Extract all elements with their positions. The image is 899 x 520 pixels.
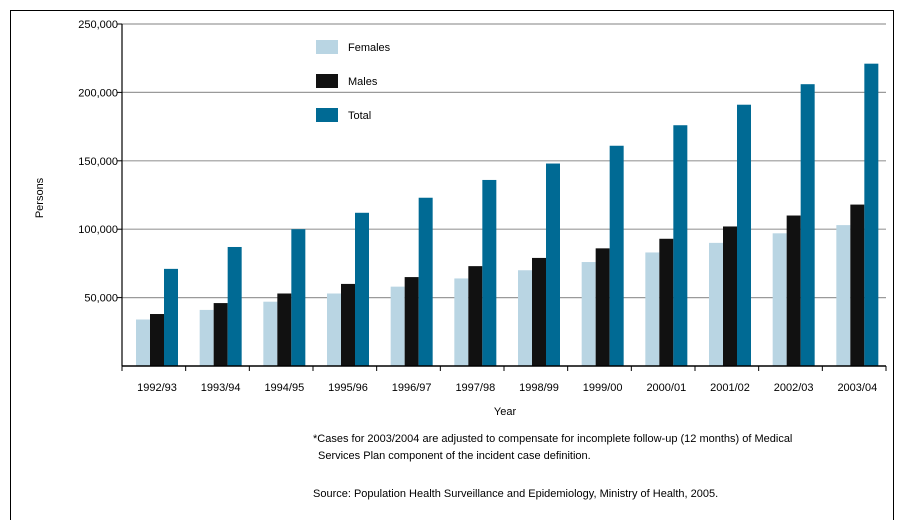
bar-females-1993-94 [199, 309, 214, 366]
x-axis-title: Year [494, 406, 517, 418]
bar-total-2002-03 [800, 84, 815, 366]
x-tick-label: 1999/00 [583, 382, 623, 394]
bar-females-2001-02 [709, 242, 723, 366]
chart-frame [10, 10, 894, 520]
legend-label-total: Total [348, 110, 371, 122]
bar-total-2000-01 [673, 125, 688, 367]
x-tick-label: 1994/95 [264, 382, 304, 394]
source-note: Source: Population Health Surveillance a… [313, 488, 719, 500]
bar-total-1997-98 [482, 179, 497, 366]
x-tick-label: 1993/94 [201, 382, 241, 394]
bar-males-2003-04 [850, 204, 865, 366]
x-tick-label: 1992/93 [137, 382, 177, 394]
bar-males-1996-97 [404, 277, 419, 366]
bar-males-1998-99 [532, 257, 546, 366]
tick-labels: 50,000 100,000 150,000 200,000 250,000 1992/9… [78, 19, 877, 394]
x-tick-label: 2002/03 [774, 382, 814, 394]
bar-females-1999-00 [581, 262, 596, 366]
bar-females-1998-99 [518, 270, 532, 366]
bars [136, 63, 879, 367]
x-tick-label: 1996/97 [392, 382, 432, 394]
bar-females-1992-93 [136, 319, 150, 366]
bar-total-1996-97 [418, 197, 433, 366]
bar-males-2002-03 [786, 215, 801, 366]
footnote-line-1: *Cases for 2003/2004 are adjusted to com… [313, 433, 793, 445]
legend-label-males: Males [348, 76, 378, 88]
legend-label-females: Females [348, 42, 391, 54]
x-tick-label: 2001/02 [710, 382, 750, 394]
bar-total-1994-95 [291, 229, 306, 366]
bar-males-2001-02 [723, 226, 737, 366]
legend: Females Males Total [316, 40, 391, 122]
legend-swatch-total [316, 108, 338, 122]
legend-swatch-males [316, 74, 338, 88]
x-tick-label: 1995/96 [328, 382, 368, 394]
y-tick-label: 200,000 [78, 87, 118, 99]
bar-chart: 50,000 100,000 150,000 200,000 250,000 1992/9… [34, 19, 887, 418]
bar-males-1997-98 [468, 266, 483, 366]
bar-total-2003-04 [864, 63, 879, 367]
footnote-line-2: Services Plan component of the incident … [318, 450, 591, 462]
bar-total-1993-94 [227, 246, 242, 366]
bar-total-1999-00 [609, 145, 624, 366]
bar-females-2000-01 [645, 252, 660, 366]
axes [117, 23, 887, 371]
bar-females-1995-96 [327, 293, 341, 366]
bar-males-2000-01 [659, 238, 674, 366]
x-tick-label: 2000/01 [646, 382, 686, 394]
x-tick-label: 2003/04 [837, 382, 877, 394]
bar-females-1997-98 [454, 278, 469, 366]
bar-males-1993-94 [213, 303, 228, 366]
bar-total-1998-99 [546, 163, 560, 366]
bar-total-2001-02 [737, 104, 751, 366]
bar-total-1995-96 [355, 212, 369, 366]
gridlines [122, 23, 886, 299]
y-tick-label: 100,000 [78, 224, 118, 236]
y-axis-title: Persons [34, 177, 46, 218]
legend-swatch-females [316, 40, 338, 54]
bar-males-1992-93 [150, 314, 164, 366]
bar-males-1995-96 [341, 283, 355, 366]
y-tick-label: 50,000 [84, 293, 118, 305]
y-tick-label: 250,000 [78, 19, 118, 31]
bar-females-2003-04 [836, 225, 851, 366]
bar-females-1996-97 [390, 286, 405, 366]
x-tick-label: 1997/98 [455, 382, 495, 394]
bar-males-1994-95 [277, 293, 292, 366]
bar-males-1999-00 [595, 248, 610, 366]
bar-total-1992-93 [164, 268, 178, 366]
x-tick-label: 1998/99 [519, 382, 559, 394]
y-tick-label: 150,000 [78, 156, 118, 168]
bar-females-1994-95 [263, 301, 278, 366]
bar-females-2002-03 [772, 233, 787, 366]
